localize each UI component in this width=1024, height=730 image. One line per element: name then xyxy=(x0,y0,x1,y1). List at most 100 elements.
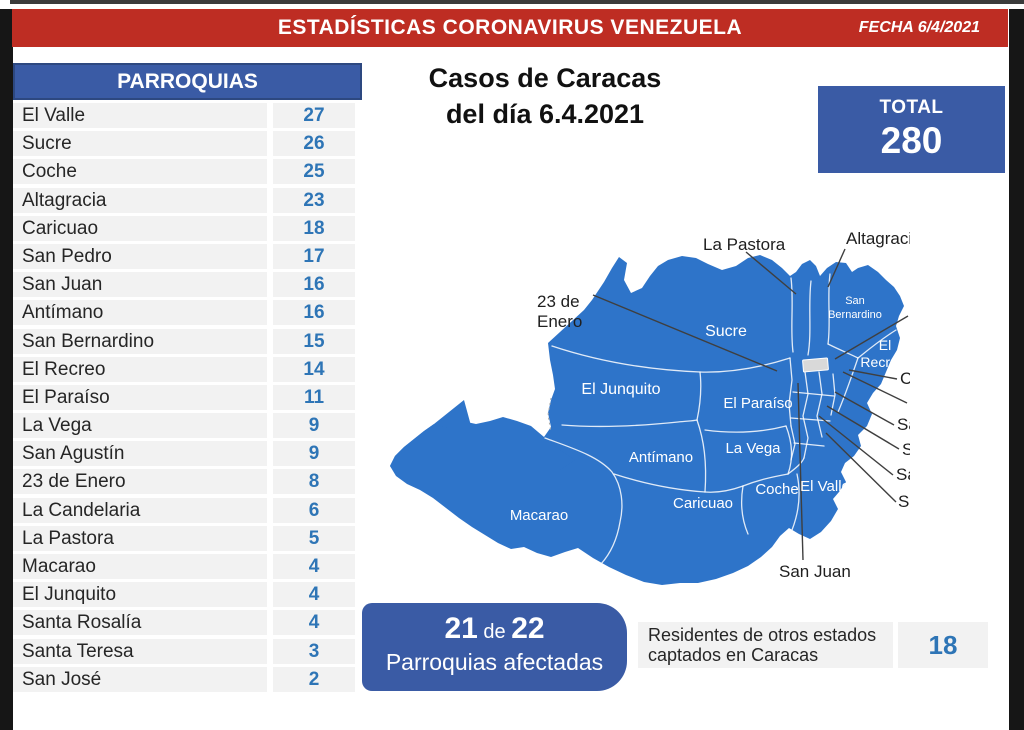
map-callout-la-pastora: La Pastora xyxy=(703,235,786,254)
line-santa-rosalia xyxy=(825,432,897,503)
left-border-strip xyxy=(0,9,13,730)
line-santa-teresa xyxy=(818,415,894,476)
map-label-el-paraiso: El Paraíso xyxy=(723,395,792,412)
residents-note: Residentes de otros estados captados en … xyxy=(638,622,893,668)
line-23-de-enero xyxy=(592,294,778,372)
parish-name: Antímano xyxy=(13,300,267,326)
parish-count: 23 xyxy=(273,187,355,213)
parish-count: 9 xyxy=(273,441,355,467)
line-san-jose xyxy=(834,315,909,360)
parish-count: 11 xyxy=(273,384,355,410)
table-row: El Junquito 4 xyxy=(13,582,362,608)
map-callout-altagracia: Altagracia xyxy=(846,229,910,248)
parish-name: San Juan xyxy=(13,272,267,298)
table-row: San Bernardino 15 xyxy=(13,328,362,354)
parish-name: La Candelaria xyxy=(13,497,267,523)
residents-note-line1: Residentes de otros estados xyxy=(648,625,877,645)
parish-name: Santa Rosalía xyxy=(13,610,267,636)
parish-name: Caricuao xyxy=(13,215,267,241)
table-row: El Valle 27 xyxy=(13,103,362,128)
total-label: TOTAL xyxy=(879,97,944,118)
unaffected-parish-patch xyxy=(802,357,829,373)
table-row: La Vega 9 xyxy=(13,413,362,439)
residents-note-line2: captados en Caracas xyxy=(648,645,819,665)
top-border-line xyxy=(10,0,1024,4)
total-value: 280 xyxy=(880,120,943,161)
parish-count: 4 xyxy=(273,610,355,636)
map-label-la-vega: La Vega xyxy=(725,440,781,457)
parish-count: 6 xyxy=(273,497,355,523)
parish-count: 26 xyxy=(273,131,355,157)
map-callout-23-de-enero-line1: 23 de xyxy=(537,292,580,311)
parish-count: 9 xyxy=(273,413,355,439)
table-row: Altagracia 23 xyxy=(13,187,362,213)
residents-count: 18 xyxy=(898,622,988,668)
affected-count: 21 xyxy=(444,612,478,645)
parish-name: El Recreo xyxy=(13,356,267,382)
parish-count: 5 xyxy=(273,525,355,551)
line-san-juan xyxy=(797,382,804,561)
page-title: Casos de Caracas del día 6.4.2021 xyxy=(400,60,690,132)
parish-count: 16 xyxy=(273,272,355,298)
map-label-coche: Coche xyxy=(755,481,798,498)
parish-count: 17 xyxy=(273,243,355,269)
table-row: 23 de Enero 8 xyxy=(13,469,362,495)
caracas-map: Sucre San Bernardino El Recreo El Junqui… xyxy=(380,225,1005,605)
table-row: Caricuao 18 xyxy=(13,215,362,241)
parish-count: 27 xyxy=(273,103,355,128)
table-row: San Juan 16 xyxy=(13,272,362,298)
parish-count: 15 xyxy=(273,328,355,354)
parish-count: 25 xyxy=(273,159,355,185)
table-row: La Candelaria 6 xyxy=(13,497,362,523)
affected-caption: Parroquias afectadas xyxy=(385,649,604,675)
parish-name: La Vega xyxy=(13,413,267,439)
map-label-el-valle: El Valle xyxy=(800,478,850,495)
parish-count: 14 xyxy=(273,356,355,382)
map-label-sucre: Sucre xyxy=(705,323,747,340)
table-row: Santa Rosalía 4 xyxy=(13,610,362,636)
affected-total: 22 xyxy=(511,612,545,645)
map-callout-23-de-enero-line2: Enero xyxy=(537,312,582,331)
map-callout-santa-rosalia: Santa Rosalía xyxy=(898,492,910,511)
region-labels: Sucre San Bernardino El Recreo El Junqui… xyxy=(510,295,906,524)
parish-name: Santa Teresa xyxy=(13,638,267,664)
map-callout-san-agustin: San Agustín xyxy=(897,415,910,434)
parish-name: El Junquito xyxy=(13,582,267,608)
table-row: Antímano 16 xyxy=(13,300,362,326)
parish-name: San José xyxy=(13,666,267,692)
parish-name: Altagracia xyxy=(13,187,267,213)
dashed-border-hint xyxy=(547,397,552,433)
parish-name: Sucre xyxy=(13,131,267,157)
table-row: El Paraíso 11 xyxy=(13,384,362,410)
parish-name: San Agustín xyxy=(13,441,267,467)
map-callout-san-pedro: San Pedro xyxy=(902,440,910,459)
parroquias-table-body: El Valle 27 Sucre 26 Coche 25 Altagracia… xyxy=(13,103,362,695)
map-west-lobe xyxy=(390,417,575,480)
parish-name: Coche xyxy=(13,159,267,185)
line-candelaria xyxy=(848,369,898,380)
table-row: El Recreo 14 xyxy=(13,356,362,382)
parish-name: Macarao xyxy=(13,554,267,579)
parish-count: 18 xyxy=(273,215,355,241)
table-row: Coche 25 xyxy=(13,159,362,185)
parish-count: 4 xyxy=(273,582,355,608)
map-label-san-bernardino-line1: San xyxy=(845,295,865,307)
parish-name: San Bernardino xyxy=(13,328,267,354)
table-row: San José 2 xyxy=(13,666,362,692)
map-label-antimano: Antímano xyxy=(629,449,693,466)
map-label-el-junquito: El Junquito xyxy=(581,381,660,398)
banner-date: FECHA 6/4/2021 xyxy=(858,19,980,36)
parish-name: El Paraíso xyxy=(13,384,267,410)
page-title-line2: del día 6.4.2021 xyxy=(445,99,645,129)
table-row: Santa Teresa 3 xyxy=(13,638,362,664)
table-row: San Agustín 9 xyxy=(13,441,362,467)
callout-lines xyxy=(592,248,909,561)
map-label-san-bernardino-line2: Bernardino xyxy=(828,309,882,321)
table-row: La Pastora 5 xyxy=(13,525,362,551)
parish-name: La Pastora xyxy=(13,525,267,551)
header-banner: ESTADÍSTICAS CORONAVIRUS VENEZUELA FECHA… xyxy=(12,9,1008,47)
map-label-macarao: Macarao xyxy=(510,507,568,524)
affected-counts: 21 de 22 xyxy=(362,612,627,646)
line-altagracia xyxy=(827,248,846,288)
table-row: Macarao 4 xyxy=(13,554,362,579)
